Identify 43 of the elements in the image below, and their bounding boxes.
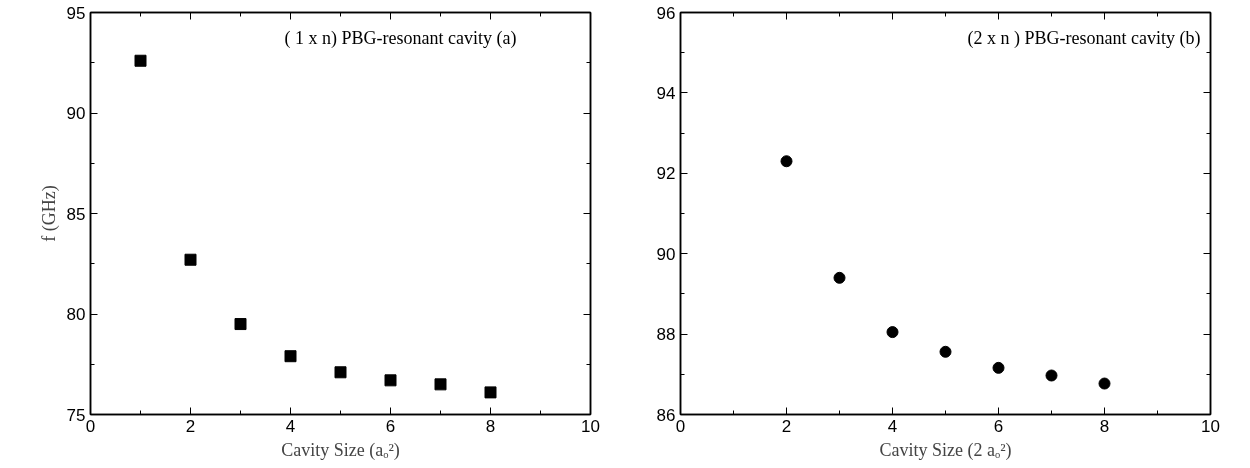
point xyxy=(284,350,297,363)
x-axis-title: Cavity Size (2 aₒ²) xyxy=(879,439,1012,461)
x-tick-label: 6 xyxy=(385,416,396,436)
x-tick-label: 2 xyxy=(781,416,792,436)
point xyxy=(780,155,793,168)
x-tick-label: 4 xyxy=(887,416,898,436)
x-tick-label: 8 xyxy=(1099,416,1110,436)
y-tick-label: 80 xyxy=(66,305,86,324)
point xyxy=(484,386,497,399)
x-tick-label: 4 xyxy=(285,416,296,436)
y-tick-label: 90 xyxy=(66,104,86,123)
point xyxy=(234,318,247,331)
y-tick-label: 90 xyxy=(656,244,676,264)
annotation: (2 x n ) PBG-resonant cavity (b) xyxy=(967,27,1201,49)
point xyxy=(939,345,952,358)
point xyxy=(886,326,899,339)
annotation: ( 1 x n) PBG-resonant cavity (a) xyxy=(284,27,517,49)
point xyxy=(992,361,1005,374)
x-tick-label: 10 xyxy=(581,416,600,436)
point xyxy=(184,253,197,266)
y-tick-label: 75 xyxy=(66,405,86,425)
x-tick-label: 2 xyxy=(185,416,196,436)
x-axis-title: Cavity Size (aₒ²) xyxy=(281,439,400,461)
point xyxy=(334,366,347,379)
y-tick-label: 88 xyxy=(656,325,676,345)
x-tick-label: 8 xyxy=(485,416,496,436)
point xyxy=(1045,369,1058,382)
point xyxy=(384,374,397,387)
point xyxy=(1098,377,1111,390)
point xyxy=(434,378,447,391)
y-tick-label: 85 xyxy=(66,204,86,224)
point xyxy=(134,54,147,67)
y-tick-label: 96 xyxy=(656,3,676,23)
x-tick-label: 6 xyxy=(993,416,1004,436)
x-tick-label: 0 xyxy=(675,416,686,436)
y-axis-title: f (GHz) xyxy=(38,185,60,242)
x-tick-label: 0 xyxy=(85,416,96,436)
x-tick-label: 10 xyxy=(1201,416,1220,436)
y-tick-label: 92 xyxy=(656,164,676,184)
y-tick-label: 95 xyxy=(66,3,86,23)
point xyxy=(833,271,846,284)
y-tick-label: 94 xyxy=(656,83,676,103)
y-tick-label: 86 xyxy=(656,405,676,425)
